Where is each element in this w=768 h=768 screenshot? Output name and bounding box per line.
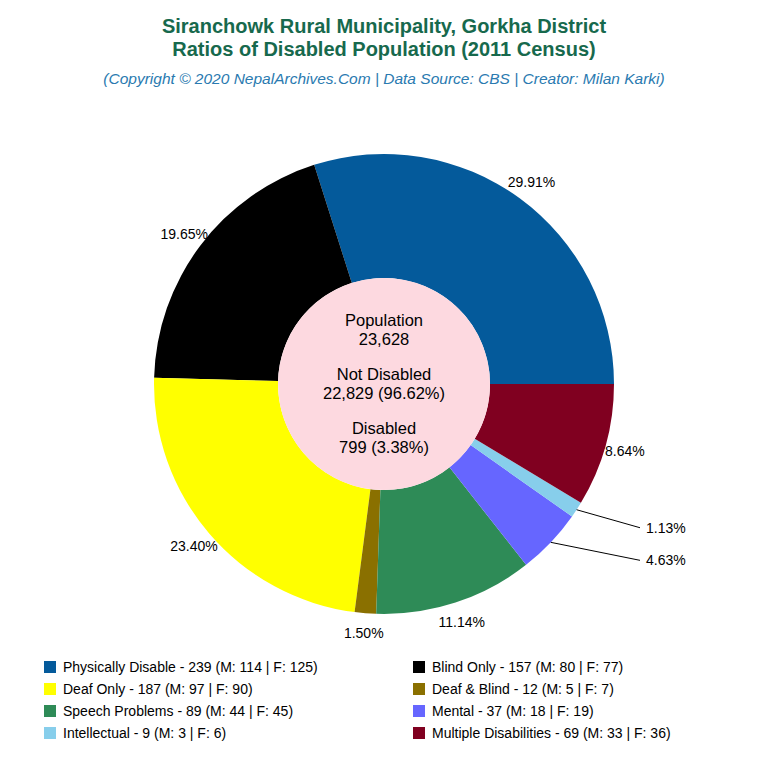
chart: Siranchowk Rural Municipality, Gorkha Di… <box>0 0 768 768</box>
center-text: Disabled <box>352 419 416 437</box>
slice <box>475 384 614 503</box>
center-text: Not Disabled <box>337 365 431 383</box>
body: {"chart_data": { "type": "pie", "title":… <box>0 0 768 768</box>
title: Siranchowk Rural Municipality, Gorkha Di… <box>162 15 607 37</box>
legend-label: Blind Only - 157 (M: 80 | F: 77) <box>432 659 623 675</box>
data-label: 1.50% <box>344 625 384 641</box>
center-disc <box>278 278 490 490</box>
legend-swatch <box>413 683 425 695</box>
legend-swatch <box>44 683 56 695</box>
leader-line <box>551 542 640 560</box>
legend-swatch <box>44 661 56 673</box>
legend-label: Multiple Disabilities - 69 (M: 33 | F: 3… <box>432 725 671 741</box>
center-text: 23,628 <box>359 330 409 348</box>
legend-swatch <box>44 727 56 739</box>
center-text: Population <box>345 311 423 329</box>
legend-label: Intellectual - 9 (M: 3 | F: 6) <box>63 725 226 741</box>
title: Ratios of Disabled Population (2011 Cens… <box>172 38 595 60</box>
data-label: 29.91% <box>508 174 555 190</box>
legend-swatch <box>413 705 425 717</box>
legend-swatch <box>413 661 425 673</box>
leader-line <box>577 510 640 528</box>
data-label: 4.63% <box>646 552 686 568</box>
legend-swatch <box>44 705 56 717</box>
legend-label: Physically Disable - 239 (M: 114 | F: 12… <box>63 659 318 675</box>
legend-swatch <box>413 727 425 739</box>
legend-label: Deaf & Blind - 12 (M: 5 | F: 7) <box>432 681 614 697</box>
slice <box>355 489 381 614</box>
center-text: 799 (3.38%) <box>339 438 429 456</box>
legend-label: Deaf Only - 187 (M: 97 | F: 90) <box>63 681 253 697</box>
data-label: 1.13% <box>646 520 686 536</box>
center-text: 22,829 (96.62%) <box>323 384 445 402</box>
data-label: 11.14% <box>438 614 484 630</box>
subtitle: (Copyright © 2020 NepalArchives.Com | Da… <box>103 70 664 87</box>
data-label: 19.65% <box>160 226 207 242</box>
page: Chart html, body { margin: 0; padding: 0… <box>0 0 768 768</box>
legend-label: Mental - 37 (M: 18 | F: 19) <box>432 703 594 719</box>
data-labels: 29.91% 19.65% 23.40% 1.50% 11.14% 4.63% 1.13% 8… <box>160 174 685 641</box>
legend-label: Speech Problems - 89 (M: 44 | F: 45) <box>63 703 293 719</box>
data-label: 23.40% <box>170 538 217 554</box>
data-label: 8.64% <box>605 443 645 459</box>
background <box>0 0 768 768</box>
legend: Physically Disable - 239 (M: 114 | F: 12… <box>44 659 671 741</box>
slices <box>154 154 614 614</box>
